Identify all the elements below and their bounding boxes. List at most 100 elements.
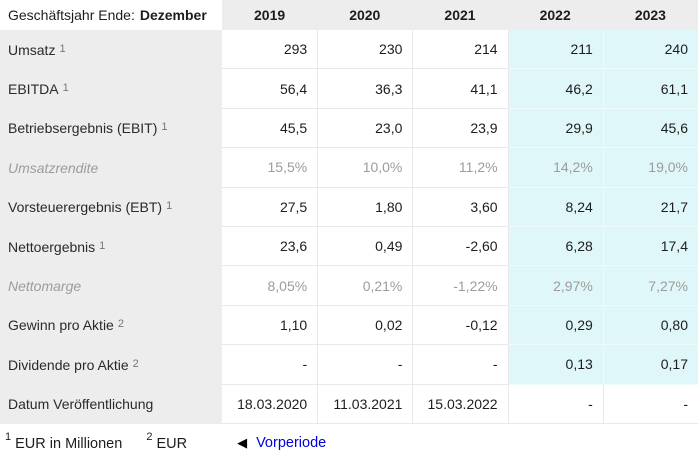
row-label: Gewinn pro Aktie 2 xyxy=(0,305,222,346)
table-row: Betriebsergebnis (EBIT) 1 45,5 23,0 23,9 29,9… xyxy=(0,108,698,149)
row-label: Datum Veröffentlichung xyxy=(0,384,222,424)
column-header-2023: 2023 xyxy=(602,0,698,30)
footnote-1-text: EUR in Millionen xyxy=(15,436,123,453)
value-2021: 15.03.2022 xyxy=(412,384,508,424)
value-2022: 29,9 xyxy=(507,108,603,149)
row-label-text: Betriebsergebnis (EBIT) xyxy=(8,120,158,137)
value-2023: 7,27% xyxy=(602,266,698,306)
value-2023: 61,1 xyxy=(602,69,698,109)
value-2022: 46,2 xyxy=(507,69,603,109)
value-2019: 293 xyxy=(222,30,318,70)
left-triangle-icon[interactable]: ◀ xyxy=(237,434,248,450)
row-label-text: Dividende pro Aktie xyxy=(8,356,129,373)
row-label: Nettomarge xyxy=(0,266,222,306)
column-header-2019: 2019 xyxy=(222,0,318,30)
footnotes-bar: 1 EUR in Millionen 2 EUR ◀ Vorperiode xyxy=(0,428,698,458)
value-2021: -1,22% xyxy=(412,266,508,306)
footnote-2-marker: 2 xyxy=(146,431,153,444)
value-2020: 36,3 xyxy=(317,69,413,109)
value-2019: 8,05% xyxy=(222,266,318,306)
value-2022: 8,24 xyxy=(507,187,603,227)
value-2022: - xyxy=(507,384,603,424)
value-2023: 0,17 xyxy=(602,345,698,385)
row-label: Vorsteuerergebnis (EBT) 1 xyxy=(0,187,222,227)
value-2021: 11,2% xyxy=(412,148,508,188)
footnote-marker: 1 xyxy=(59,42,66,55)
footnote-marker: 1 xyxy=(62,82,69,95)
row-label-text: Vorsteuerergebnis (EBT) xyxy=(8,199,163,216)
fiscal-year-end-label: Geschäftsjahr Ende: xyxy=(8,7,135,23)
table-row: Gewinn pro Aktie 2 1,10 0,02 -0,12 0,29 0,80 xyxy=(0,305,698,346)
value-2021: -0,12 xyxy=(412,305,508,346)
column-header-2021: 2021 xyxy=(412,0,508,30)
value-2019: 56,4 xyxy=(222,69,318,109)
column-header-2020: 2020 xyxy=(317,0,413,30)
value-2023: 17,4 xyxy=(602,226,698,267)
value-2021: 23,9 xyxy=(412,108,508,149)
value-2020: 230 xyxy=(317,30,413,70)
previous-period-link[interactable]: Vorperiode xyxy=(256,434,327,451)
value-2022: 2,97% xyxy=(507,266,603,306)
row-label-text: Gewinn pro Aktie xyxy=(8,317,114,334)
value-2020: 1,80 xyxy=(317,187,413,227)
value-2019: 1,10 xyxy=(222,305,318,346)
value-2021: 41,1 xyxy=(412,69,508,109)
value-2020: 0,21% xyxy=(317,266,413,306)
table-row: Umsatz 1 293 230 214 211 240 xyxy=(0,30,698,70)
value-2023: - xyxy=(602,384,698,424)
footnote-2-text: EUR xyxy=(156,436,188,453)
fiscal-year-end-month: Dezember xyxy=(139,7,207,23)
value-2023: 19,0% xyxy=(602,148,698,188)
column-header-2022: 2022 xyxy=(507,0,603,30)
row-label-text: Datum Veröffentlichung xyxy=(8,396,154,413)
row-label-text: EBITDA xyxy=(8,81,59,98)
value-2021: 3,60 xyxy=(412,187,508,227)
value-2022: 211 xyxy=(507,30,603,70)
table-body: Umsatz 1 293 230 214 211 240 EBITDA 1 56,4 36,3 41,… xyxy=(0,30,698,424)
table-row: Dividende pro Aktie 2- - -0,13 0,17 xyxy=(0,345,698,385)
row-label: Umsatz 1 xyxy=(0,30,222,70)
row-label: Betriebsergebnis (EBIT) 1 xyxy=(0,108,222,149)
value-2023: 21,7 xyxy=(602,187,698,227)
value-2022: 14,2% xyxy=(507,148,603,188)
value-2023: 45,6 xyxy=(602,108,698,149)
row-label: Dividende pro Aktie 2 xyxy=(0,345,222,385)
footnote-marker: 2 xyxy=(132,357,139,370)
table-row: Umsatzrendite 15,5% 10,0% 11,2% 14,2% 19,0% xyxy=(0,148,698,188)
value-2019: 45,5 xyxy=(222,108,318,149)
footnote-marker: 2 xyxy=(117,318,124,331)
value-2020: 0,02 xyxy=(317,305,413,346)
value-2022: 6,28 xyxy=(507,226,603,267)
row-label-text: Nettomarge xyxy=(8,278,82,295)
table-row: EBITDA 1 56,4 36,3 41,1 46,2 61,1 xyxy=(0,69,698,109)
table-row: Nettomarge 8,05% 0,21% -1,22% 2,97% 7,27% xyxy=(0,266,698,306)
value-2019: 18.03.2020 xyxy=(222,384,318,424)
value-2021: 214 xyxy=(412,30,508,70)
previous-period-control[interactable]: ◀ Vorperiode xyxy=(237,435,326,451)
value-2019: 15,5% xyxy=(222,148,318,188)
row-label: Umsatzrendite xyxy=(0,148,222,188)
value-2023: 240 xyxy=(602,30,698,70)
value-2023: 0,80 xyxy=(602,305,698,346)
footnote-marker: 1 xyxy=(166,200,173,213)
value-2021: - xyxy=(412,345,508,385)
footnote-2: 2 EUR xyxy=(146,431,188,453)
value-2020: 10,0% xyxy=(317,148,413,188)
row-label-text: Umsatzrendite xyxy=(8,159,99,176)
financials-table: Geschäftsjahr Ende: Dezember 2019 2020 2… xyxy=(0,0,698,424)
value-2020: - xyxy=(317,345,413,385)
value-2019: - xyxy=(222,345,318,385)
value-2019: 27,5 xyxy=(222,187,318,227)
value-2020: 23,0 xyxy=(317,108,413,149)
footnote-marker: 1 xyxy=(99,239,106,252)
table-row: Vorsteuerergebnis (EBT) 1 27,5 1,80 3,60 8,24… xyxy=(0,187,698,227)
row-label-text: Umsatz xyxy=(8,41,56,58)
value-2020: 0,49 xyxy=(317,226,413,267)
row-label-text: Nettoergebnis xyxy=(8,238,96,255)
row-label: EBITDA 1 xyxy=(0,69,222,109)
table-row: Nettoergebnis 1 23,6 0,49 -2,60 6,28 17,4 xyxy=(0,226,698,267)
value-2022: 0,13 xyxy=(507,345,603,385)
footnote-marker: 1 xyxy=(161,121,168,134)
value-2022: 0,29 xyxy=(507,305,603,346)
table-row: Datum Veröffentlichung 18.03.2020 11.03.20… xyxy=(0,384,698,424)
